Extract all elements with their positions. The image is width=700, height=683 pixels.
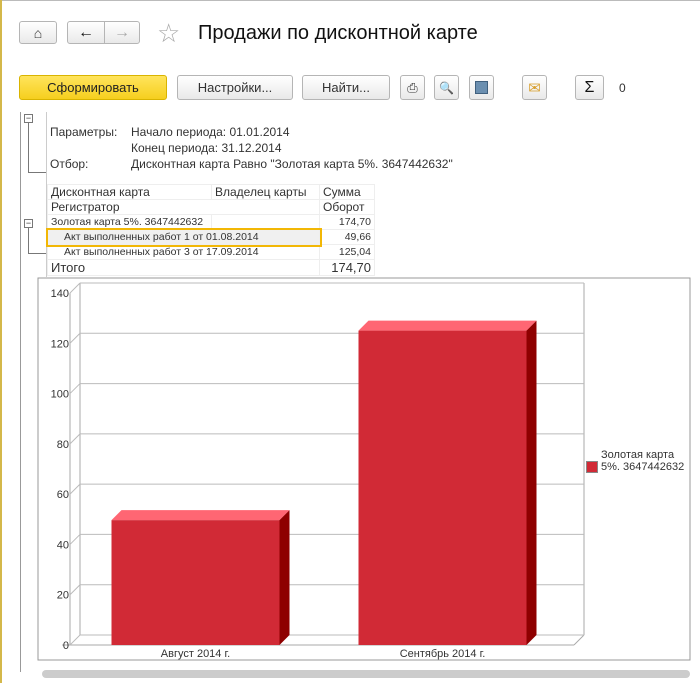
forward-button[interactable]: → xyxy=(104,21,140,44)
group-bracket xyxy=(28,228,46,254)
tick-diagonal xyxy=(69,383,81,394)
bar xyxy=(358,330,527,645)
group-value: 174,70 xyxy=(319,214,375,230)
collapse-params-toggle[interactable]: − xyxy=(24,113,33,123)
sigma-icon: Σ xyxy=(584,78,595,96)
save-button[interactable] xyxy=(469,75,494,100)
page-title: Продажи по дисконтной карте xyxy=(198,22,478,44)
preview-icon: 🔍 xyxy=(439,80,454,95)
y-tick-label: 40 xyxy=(57,539,69,551)
y-tick-label: 120 xyxy=(51,338,69,350)
group-bracket xyxy=(28,123,46,173)
table-row[interactable]: Акт выполненных работ 3 от 17.09.2014 125… xyxy=(47,244,375,260)
bar-top xyxy=(111,510,290,521)
find-button[interactable]: Найти... xyxy=(302,75,390,100)
floor-edge xyxy=(573,634,585,646)
total-value: 174,70 xyxy=(319,259,375,276)
tick-diagonal xyxy=(69,282,81,294)
report-table: Дисконтная карта Владелец карты Сумма Реги… xyxy=(45,184,375,276)
y-tick-label: 80 xyxy=(57,439,69,451)
chart-frame xyxy=(37,277,691,661)
table-row[interactable]: Акт выполненных работ 1 от 01.08.2014 49,… xyxy=(45,227,375,247)
save-icon xyxy=(475,81,488,94)
report-left-border xyxy=(20,112,21,672)
horizontal-scrollbar[interactable] xyxy=(42,670,690,678)
filter-label: Отбор: xyxy=(50,157,89,171)
back-arrow-icon: ← xyxy=(78,23,94,41)
collapse-group-toggle[interactable]: − xyxy=(24,218,33,228)
sum-value: 0 xyxy=(619,81,626,95)
preview-button[interactable]: 🔍 xyxy=(434,75,459,100)
tick-diagonal xyxy=(69,584,81,596)
sum-button[interactable]: Σ xyxy=(575,75,604,100)
bar-top xyxy=(358,320,537,331)
y-tick-label: 0 xyxy=(63,640,69,652)
window-border-left xyxy=(0,0,2,683)
forward-arrow-icon: → xyxy=(114,23,130,41)
legend-swatch xyxy=(586,461,598,473)
tick-diagonal xyxy=(69,534,81,545)
period-start: Начало периода: 01.01.2014 xyxy=(131,125,290,139)
bar-side xyxy=(526,320,537,645)
generate-button[interactable]: Сформировать xyxy=(19,75,167,100)
y-tick-label: 20 xyxy=(57,590,69,602)
window-border xyxy=(0,0,700,1)
tick-diagonal xyxy=(69,332,81,344)
tick-diagonal xyxy=(69,634,81,646)
tick-diagonal xyxy=(69,433,81,445)
row-name: Акт выполненных работ 1 от 01.08.2014 xyxy=(45,227,322,247)
y-tick-label: 60 xyxy=(57,489,69,501)
filter-value: Дисконтная карта Равно "Золотая карта 5%… xyxy=(131,157,453,171)
mail-button[interactable]: ✉ xyxy=(522,75,547,100)
legend-label: Золотая карта 5%. 3647442632 xyxy=(601,449,685,473)
x-tick-label: Сентябрь 2014 г. xyxy=(400,648,486,660)
bar xyxy=(111,520,280,645)
settings-button[interactable]: Настройки... xyxy=(177,75,293,100)
header-turnover: Оборот xyxy=(319,199,375,215)
params-label: Параметры: xyxy=(50,125,118,139)
mail-icon: ✉ xyxy=(528,79,541,97)
home-button[interactable]: ⌂ xyxy=(19,21,57,44)
period-end: Конец периода: 31.12.2014 xyxy=(131,141,282,155)
star-icon[interactable]: ☆ xyxy=(157,18,181,48)
print-button[interactable]: ⎙ xyxy=(400,75,425,100)
y-tick-label: 140 xyxy=(51,288,69,300)
tick-diagonal xyxy=(69,483,81,495)
x-tick-label: Август 2014 г. xyxy=(161,648,230,660)
group-row[interactable]: Золотая карта 5%. 3647442632 174,70 xyxy=(47,214,375,230)
home-icon: ⌂ xyxy=(33,24,43,41)
bar-side xyxy=(279,510,290,645)
report-grid-line xyxy=(46,112,47,277)
total-row: Итого 174,70 xyxy=(47,259,375,276)
y-tick-label: 100 xyxy=(51,389,69,401)
print-icon: ⎙ xyxy=(407,79,418,95)
